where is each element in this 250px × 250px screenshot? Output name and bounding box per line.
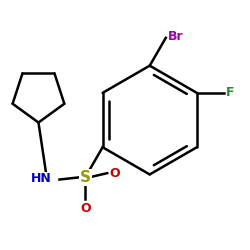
Text: O: O [110,167,120,180]
Text: S: S [80,170,91,185]
Text: Br: Br [168,30,184,43]
Text: HN: HN [31,172,52,185]
Text: O: O [80,202,91,215]
Text: F: F [226,86,234,99]
